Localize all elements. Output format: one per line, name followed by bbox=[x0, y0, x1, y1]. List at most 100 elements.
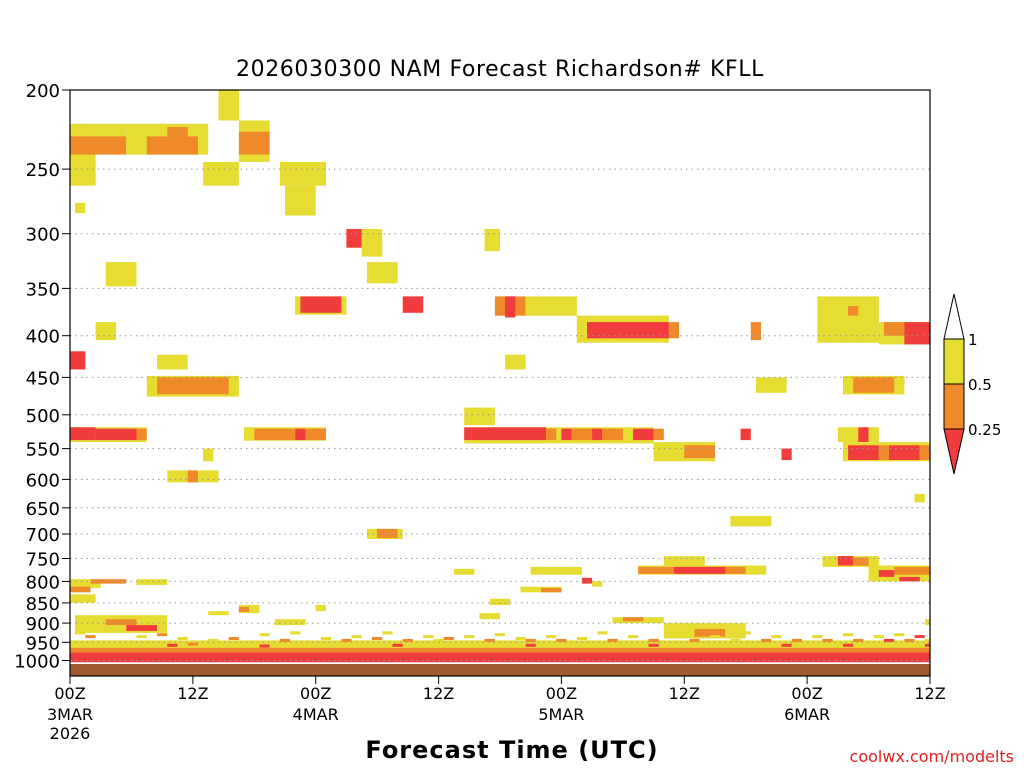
heatmap-cell-yellow bbox=[218, 90, 239, 121]
heatmap-cell-red bbox=[70, 427, 96, 441]
credit-text[interactable]: coolwx.com/modelts bbox=[850, 747, 1014, 766]
y-tick-label: 250 bbox=[26, 160, 60, 181]
heatmap-speckle-red bbox=[167, 643, 178, 647]
heatmap-cell-red bbox=[889, 445, 920, 460]
heatmap-speckle-yellow bbox=[208, 638, 219, 642]
heatmap-cell-orange bbox=[894, 566, 930, 575]
heatmap-cell-orange bbox=[136, 428, 147, 441]
heatmap-speckle-yellow bbox=[546, 635, 557, 639]
heatmap-speckle-orange bbox=[443, 637, 454, 640]
heatmap-cell-orange bbox=[668, 322, 680, 339]
heatmap-speckle-orange bbox=[904, 638, 915, 642]
heatmap-speckle-yellow bbox=[812, 635, 823, 639]
heatmap-speckle-yellow bbox=[730, 638, 741, 642]
surface-band bbox=[70, 664, 930, 676]
heatmap-speckle-orange bbox=[228, 637, 239, 640]
legend-swatch-above-1 bbox=[943, 293, 965, 340]
legend-label: 0.5 bbox=[968, 376, 992, 394]
y-tick-label: 750 bbox=[26, 550, 60, 571]
heatmap-speckle-yellow bbox=[494, 633, 506, 637]
heatmap-speckle-orange bbox=[157, 633, 168, 637]
heatmap-cell-red bbox=[295, 428, 306, 441]
heatmap-cell-yellow bbox=[505, 354, 526, 370]
heatmap-cell-yellow bbox=[366, 262, 398, 284]
heatmap-speckle-yellow bbox=[740, 631, 751, 635]
heatmap-speckle-red bbox=[259, 644, 270, 648]
x-tick-label: 00Z bbox=[546, 684, 577, 703]
heatmap-cell-yellow bbox=[361, 229, 383, 257]
heatmap-cell-orange bbox=[167, 127, 188, 140]
heatmap-cell-orange bbox=[70, 136, 127, 155]
heatmap-speckle-yellow bbox=[177, 637, 188, 640]
heatmap-cell-yellow bbox=[484, 229, 500, 252]
y-tick-label: 700 bbox=[26, 525, 60, 546]
heatmap-speckle-orange bbox=[689, 638, 700, 642]
heatmap-cell-orange bbox=[238, 607, 250, 612]
y-tick-label: 1000 bbox=[14, 652, 60, 673]
x-axis-label: Forecast Time (UTC) bbox=[365, 736, 658, 764]
heatmap-speckle-orange bbox=[525, 638, 536, 642]
heatmap-speckle-orange bbox=[607, 638, 618, 642]
heatmap-cell-yellow bbox=[914, 493, 925, 503]
heatmap-cell-yellow bbox=[95, 322, 117, 341]
heatmap-speckle-yellow bbox=[249, 640, 260, 644]
heatmap-speckle-red bbox=[883, 638, 895, 642]
heatmap-cell-yellow bbox=[70, 594, 96, 603]
heatmap-cell-orange bbox=[238, 131, 270, 155]
x-tick-date-label: 6MAR bbox=[784, 705, 830, 724]
heatmap-speckle-yellow bbox=[136, 635, 147, 639]
x-tick-label: 00Z bbox=[300, 684, 331, 703]
heatmap-speckle-red bbox=[525, 643, 536, 647]
heatmap-cell-red bbox=[402, 296, 424, 313]
heatmap-cell-yellow bbox=[70, 640, 930, 652]
gridlines bbox=[70, 168, 930, 661]
y-tick-label: 350 bbox=[26, 279, 60, 300]
y-tick-label: 950 bbox=[26, 633, 60, 654]
heatmap-cell-orange bbox=[90, 579, 127, 584]
x-tick-date-label: 5MAR bbox=[538, 705, 584, 724]
heatmap-speckle-orange bbox=[279, 638, 291, 642]
x-tick-label: 12Z bbox=[669, 684, 700, 703]
heatmap-speckle-orange bbox=[372, 637, 383, 640]
heatmap-cell-yellow bbox=[453, 568, 475, 575]
heatmap-cell-orange bbox=[653, 428, 664, 441]
heatmap-cell-orange bbox=[853, 377, 895, 393]
y-tick-label: 300 bbox=[26, 225, 60, 246]
y-tick-label: 200 bbox=[26, 81, 60, 102]
heatmap-speckle-yellow bbox=[423, 635, 434, 639]
heatmap-cell-orange bbox=[883, 322, 905, 336]
heatmap-speckle-yellow bbox=[290, 631, 301, 635]
y-tick-label: 650 bbox=[26, 499, 60, 520]
heatmap-cell-red bbox=[904, 322, 930, 345]
heatmap-cell-yellow bbox=[479, 613, 500, 620]
heatmap-cell-red bbox=[581, 577, 593, 584]
heatmap-speckle-yellow bbox=[75, 631, 86, 635]
heatmap-cell-orange bbox=[377, 528, 398, 538]
x-tick-label: 00Z bbox=[791, 684, 822, 703]
heatmap-speckle-red bbox=[914, 635, 925, 639]
y-tick-label: 450 bbox=[26, 368, 60, 389]
y-tick-label: 500 bbox=[26, 406, 60, 427]
heatmap-cell-red bbox=[858, 427, 869, 442]
heatmap-speckle-yellow bbox=[924, 638, 930, 642]
heatmap-speckle-orange bbox=[791, 638, 802, 642]
chart-title: 2026030300 NAM Forecast Richardson# KFLL bbox=[236, 57, 764, 82]
heatmap-cell-red bbox=[126, 625, 157, 631]
heatmap-cell-orange bbox=[546, 428, 557, 441]
heatmap-speckle-orange bbox=[761, 638, 772, 642]
heatmap-speckle-orange bbox=[648, 638, 659, 642]
heatmap-cell-yellow bbox=[315, 604, 326, 612]
heatmap-cell-orange bbox=[919, 445, 930, 460]
heatmap-cell-yellow bbox=[203, 448, 214, 462]
heatmap-speckle-red bbox=[924, 643, 930, 647]
heatmap-speckle-orange bbox=[85, 635, 96, 639]
heatmap-speckle-yellow bbox=[464, 635, 475, 639]
x-tick-date-label: 4MAR bbox=[293, 705, 339, 724]
legend-swatch-0.5-1 bbox=[943, 338, 965, 385]
heatmap-cell-red bbox=[740, 428, 751, 441]
heatmap-speckle-yellow bbox=[105, 629, 116, 633]
heatmap-cell-orange bbox=[187, 470, 198, 483]
heatmap-speckle-red bbox=[648, 643, 659, 647]
